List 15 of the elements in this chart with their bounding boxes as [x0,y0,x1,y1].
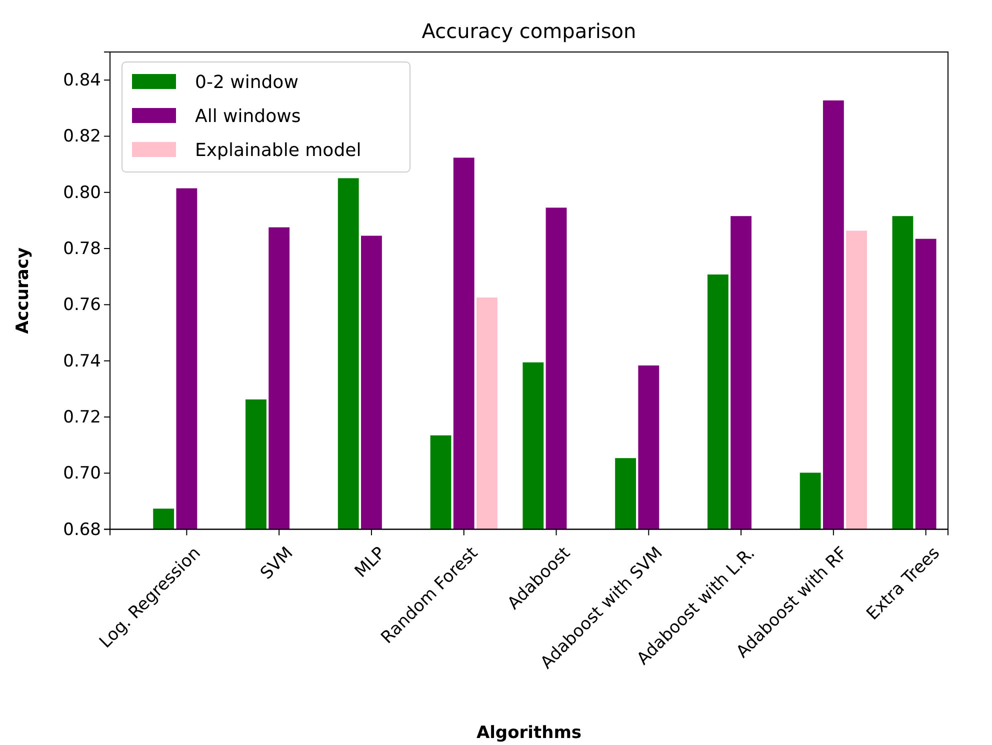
x-axis-title: Algorithms [476,723,582,743]
legend-label: All windows [195,106,301,127]
legend-label: 0-2 window [195,72,298,93]
y-tick-label: 0.84 [63,70,101,91]
y-tick-label: 0.74 [63,351,101,372]
y-tick-label: 0.80 [63,182,101,203]
y-tick-label: 0.78 [63,238,101,259]
legend-label: Explainable model [195,140,362,161]
y-tick-label: 0.72 [63,407,101,428]
y-tick-label: 0.76 [63,295,101,316]
chart-title: Accuracy comparison [422,19,636,43]
y-tick-label: 0.70 [63,464,101,484]
y-tick-label: 0.82 [63,126,101,147]
y-axis-title: Accuracy [13,247,33,334]
y-tick-label: 0.68 [63,520,101,540]
